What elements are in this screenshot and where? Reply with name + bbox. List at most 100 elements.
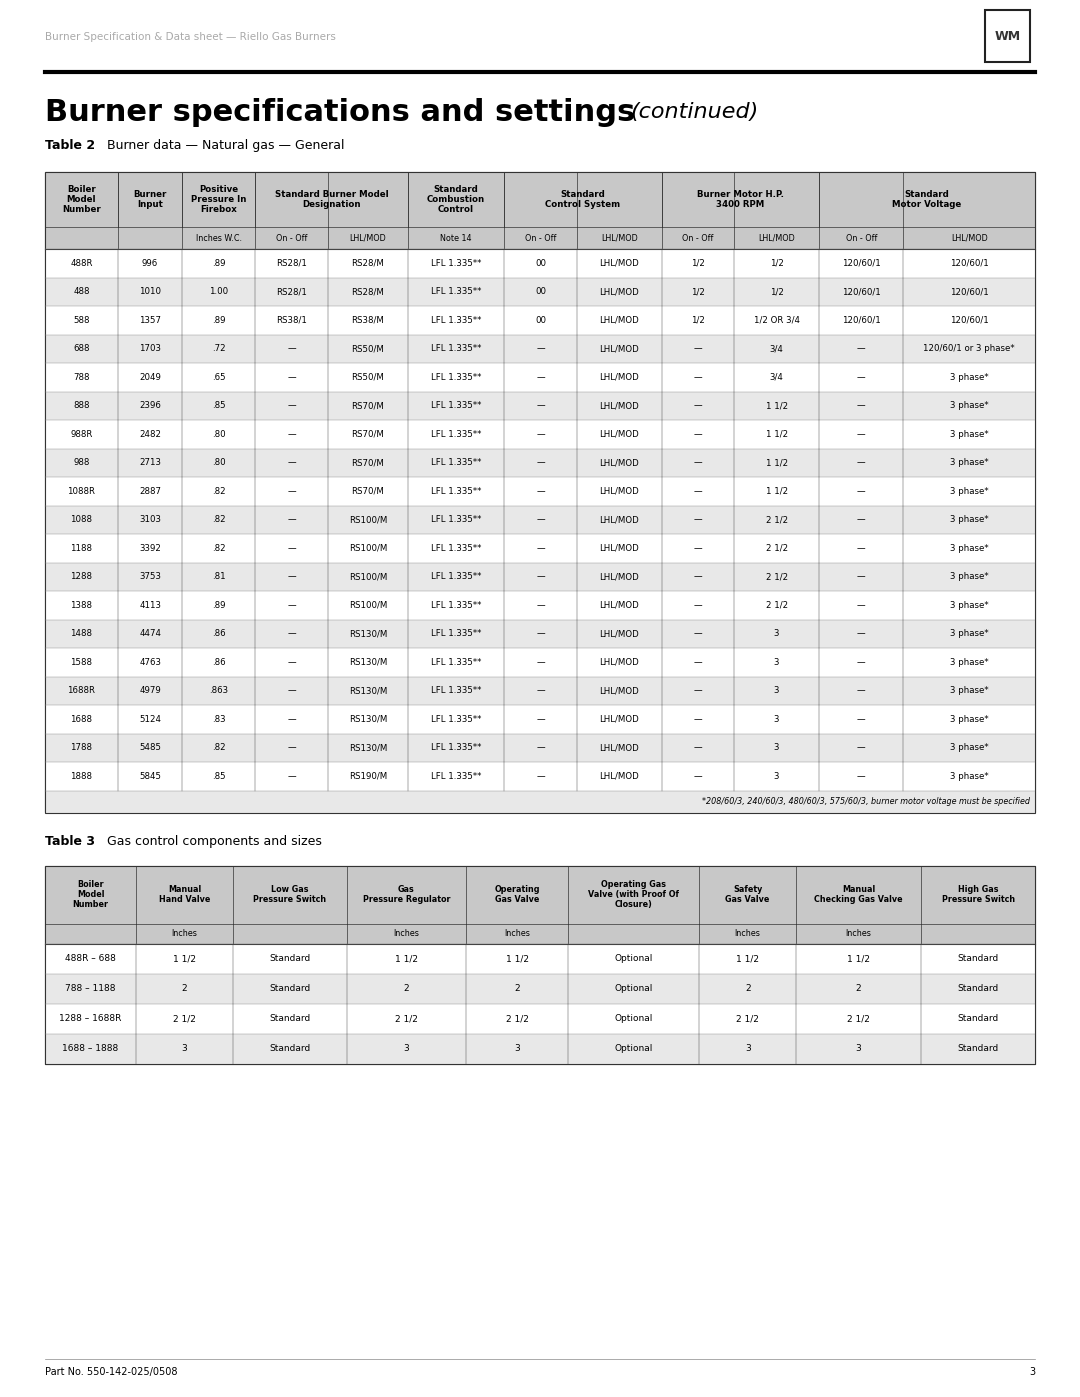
Text: Positive
Pressure In
Firebox: Positive Pressure In Firebox [191, 184, 246, 214]
Text: LFL 1.335**: LFL 1.335** [431, 373, 482, 381]
Text: 3: 3 [774, 715, 780, 724]
Text: 3: 3 [745, 1044, 751, 1053]
Text: Table 3: Table 3 [45, 834, 95, 848]
Text: Optional: Optional [615, 1014, 653, 1023]
Text: —: — [856, 771, 865, 781]
Text: LHL/MOD: LHL/MOD [599, 686, 639, 696]
Text: LFL 1.335**: LFL 1.335** [431, 515, 482, 524]
Text: LFL 1.335**: LFL 1.335** [431, 715, 482, 724]
Bar [45, 923, 1035, 943]
Text: .85: .85 [212, 401, 226, 411]
Bar [45, 334, 1035, 363]
Text: 3 phase*: 3 phase* [950, 515, 988, 524]
Text: .80: .80 [212, 430, 226, 439]
Text: —: — [287, 430, 296, 439]
Text: 00: 00 [535, 258, 546, 268]
Text: —: — [537, 686, 545, 696]
Text: 120/60/1 or 3 phase*: 120/60/1 or 3 phase* [923, 344, 1015, 353]
Text: Burner Motor H.P.
3400 RPM: Burner Motor H.P. 3400 RPM [697, 190, 784, 210]
Text: 988R: 988R [70, 430, 93, 439]
Text: Operating Gas
Valve (with Proof Of
Closure): Operating Gas Valve (with Proof Of Closu… [589, 880, 679, 909]
Text: 1088R: 1088R [67, 486, 95, 496]
Text: 3 phase*: 3 phase* [950, 601, 988, 609]
Text: 3392: 3392 [139, 543, 161, 553]
Bar [45, 172, 1035, 226]
Text: —: — [856, 658, 865, 666]
Bar [45, 249, 1035, 278]
Text: Inches: Inches [504, 929, 530, 937]
Text: LFL 1.335**: LFL 1.335** [431, 686, 482, 696]
Text: —: — [537, 430, 545, 439]
Text: 4474: 4474 [139, 629, 161, 638]
Text: —: — [693, 686, 702, 696]
Text: LHL/MOD: LHL/MOD [599, 458, 639, 467]
Text: Burner
Input: Burner Input [134, 190, 166, 210]
Text: LHL/MOD: LHL/MOD [600, 233, 637, 243]
Text: RS70/M: RS70/M [351, 486, 384, 496]
Bar [45, 563, 1035, 591]
Text: Inches: Inches [734, 929, 760, 937]
Text: 1688R: 1688R [67, 686, 95, 696]
Text: 1 1/2: 1 1/2 [766, 486, 787, 496]
Text: LFL 1.335**: LFL 1.335** [431, 401, 482, 411]
Text: —: — [537, 401, 545, 411]
Text: LFL 1.335**: LFL 1.335** [431, 258, 482, 268]
Text: 2 1/2: 2 1/2 [766, 543, 787, 553]
Text: 1357: 1357 [139, 316, 161, 324]
Text: LFL 1.335**: LFL 1.335** [431, 658, 482, 666]
Text: 4113: 4113 [139, 601, 161, 609]
Text: 1 1/2: 1 1/2 [766, 458, 787, 467]
Text: 3 phase*: 3 phase* [950, 686, 988, 696]
Text: LFL 1.335**: LFL 1.335** [431, 288, 482, 296]
Text: 1188: 1188 [70, 543, 93, 553]
Text: —: — [693, 743, 702, 752]
Bar [45, 648, 1035, 676]
Bar [45, 363, 1035, 391]
Text: LFL 1.335**: LFL 1.335** [431, 458, 482, 467]
Text: —: — [856, 401, 865, 411]
Text: Standard: Standard [269, 1014, 310, 1023]
Text: RS100/M: RS100/M [349, 573, 387, 581]
Text: Standard: Standard [269, 1044, 310, 1053]
Text: 996: 996 [141, 258, 159, 268]
Text: Optional: Optional [615, 954, 653, 963]
Text: LFL 1.335**: LFL 1.335** [431, 573, 482, 581]
Text: —: — [537, 373, 545, 381]
Text: LHL/MOD: LHL/MOD [599, 373, 639, 381]
Text: 1 1/2: 1 1/2 [395, 954, 418, 963]
Text: LHL/MOD: LHL/MOD [599, 344, 639, 353]
Text: —: — [693, 515, 702, 524]
Text: .863: .863 [210, 686, 228, 696]
Text: .81: .81 [212, 573, 226, 581]
Bar [45, 172, 1035, 813]
Text: 888: 888 [73, 401, 90, 411]
Text: WM: WM [995, 29, 1021, 42]
Text: .82: .82 [212, 486, 226, 496]
Text: —: — [287, 458, 296, 467]
Text: 3/4: 3/4 [770, 373, 784, 381]
Text: 3: 3 [181, 1044, 187, 1053]
Bar [45, 1003, 1035, 1034]
Text: 1088: 1088 [70, 515, 93, 524]
Text: 2 1/2: 2 1/2 [766, 601, 787, 609]
Bar [45, 791, 1035, 813]
Text: 2 1/2: 2 1/2 [737, 1014, 759, 1023]
Text: On - Off: On - Off [275, 233, 308, 243]
Text: 3 phase*: 3 phase* [950, 573, 988, 581]
Text: —: — [856, 573, 865, 581]
Text: RS28/1: RS28/1 [276, 258, 307, 268]
Text: 3: 3 [774, 629, 780, 638]
Text: 2 1/2: 2 1/2 [395, 1014, 418, 1023]
Text: Note 14: Note 14 [441, 233, 472, 243]
Text: Boiler
Model
Number: Boiler Model Number [72, 880, 108, 909]
Text: LHL/MOD: LHL/MOD [599, 401, 639, 411]
Text: —: — [537, 543, 545, 553]
Bar [45, 591, 1035, 619]
Text: LHL/MOD: LHL/MOD [950, 233, 987, 243]
Text: RS130/M: RS130/M [349, 629, 387, 638]
Text: 120/60/1: 120/60/1 [949, 288, 988, 296]
Text: 1 1/2: 1 1/2 [505, 954, 529, 963]
Text: —: — [856, 458, 865, 467]
Text: LHL/MOD: LHL/MOD [599, 288, 639, 296]
Text: —: — [537, 743, 545, 752]
